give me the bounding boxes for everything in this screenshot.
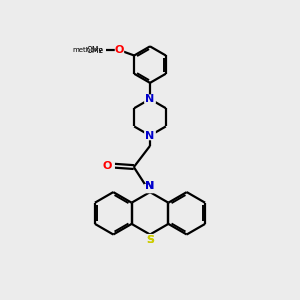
Text: O: O xyxy=(115,45,124,55)
FancyBboxPatch shape xyxy=(144,131,156,140)
Text: N: N xyxy=(146,181,154,191)
Text: S: S xyxy=(146,236,154,245)
FancyBboxPatch shape xyxy=(144,94,156,104)
FancyBboxPatch shape xyxy=(144,184,156,193)
Text: S: S xyxy=(146,236,154,245)
FancyBboxPatch shape xyxy=(144,234,156,243)
Text: N: N xyxy=(146,94,154,104)
FancyBboxPatch shape xyxy=(106,160,115,171)
Text: N: N xyxy=(146,181,154,191)
FancyBboxPatch shape xyxy=(115,45,124,56)
Text: N: N xyxy=(146,130,154,141)
Text: methoxy: methoxy xyxy=(72,46,103,52)
Text: O: O xyxy=(102,160,111,171)
Text: OMe: OMe xyxy=(87,46,104,55)
